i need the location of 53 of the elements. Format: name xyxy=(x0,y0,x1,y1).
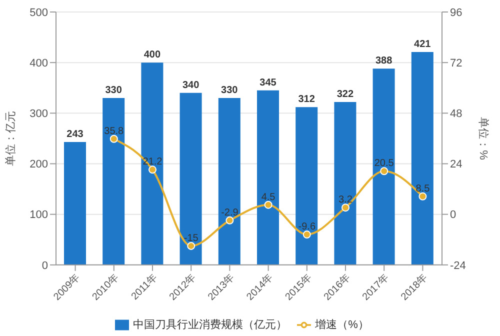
data-label: 330 xyxy=(105,84,122,96)
point xyxy=(110,134,118,143)
data-label: 243 xyxy=(66,128,84,140)
bar xyxy=(372,68,395,265)
data-label: 345 xyxy=(260,77,277,88)
bar xyxy=(218,98,240,265)
point xyxy=(187,242,196,250)
bar xyxy=(334,102,356,265)
y-tick-label: 300 xyxy=(30,108,48,120)
data-label: 312 xyxy=(298,94,316,106)
y2-tick-label: 24 xyxy=(450,158,462,171)
data-label: 400 xyxy=(144,50,161,61)
data-label: 20.5 xyxy=(374,158,394,170)
legend-label: 增速（%） xyxy=(315,318,369,331)
point xyxy=(380,167,388,176)
data-label: 340 xyxy=(182,80,200,91)
bar xyxy=(296,107,318,265)
bar xyxy=(102,98,125,265)
y-tick-label: 0 xyxy=(42,260,48,272)
point xyxy=(418,192,427,200)
y2-tick-label: 96 xyxy=(450,6,462,19)
bar xyxy=(180,92,202,265)
y2-axis-title: 单位：% xyxy=(477,117,490,160)
data-label: -15 xyxy=(184,232,199,244)
data-label: 8.5 xyxy=(416,183,430,194)
point xyxy=(302,230,311,239)
point xyxy=(226,216,234,224)
data-label: 421 xyxy=(414,38,432,50)
bar xyxy=(411,52,434,265)
bar xyxy=(141,62,164,265)
data-label: 3.2 xyxy=(338,194,353,206)
data-label: 322 xyxy=(336,89,354,100)
data-label: -2.9 xyxy=(221,207,239,218)
point xyxy=(264,200,272,209)
y-axis-title: 单位：亿元 xyxy=(4,110,17,166)
y-tick-label: 200 xyxy=(30,158,48,171)
y-tick-label: 100 xyxy=(30,209,48,222)
data-label: -9.6 xyxy=(298,222,316,233)
y-tick-label: 400 xyxy=(30,57,48,70)
data-label: 4.5 xyxy=(261,192,276,203)
bar xyxy=(257,90,279,265)
legend-label: 中国刀具行业消费规模（亿元） xyxy=(133,318,288,331)
data-label: 388 xyxy=(375,56,393,67)
y2-tick-label: 48 xyxy=(450,108,462,120)
bar xyxy=(64,142,86,265)
y2-tick-label: -24 xyxy=(450,260,466,272)
y-tick-label: 500 xyxy=(30,6,48,19)
point xyxy=(148,166,156,174)
y2-tick-label: 72 xyxy=(450,57,462,70)
data-label: 35.8 xyxy=(104,126,124,137)
y2-tick-label: 0 xyxy=(450,209,456,222)
point xyxy=(342,204,350,212)
data-label: 330 xyxy=(221,84,238,96)
